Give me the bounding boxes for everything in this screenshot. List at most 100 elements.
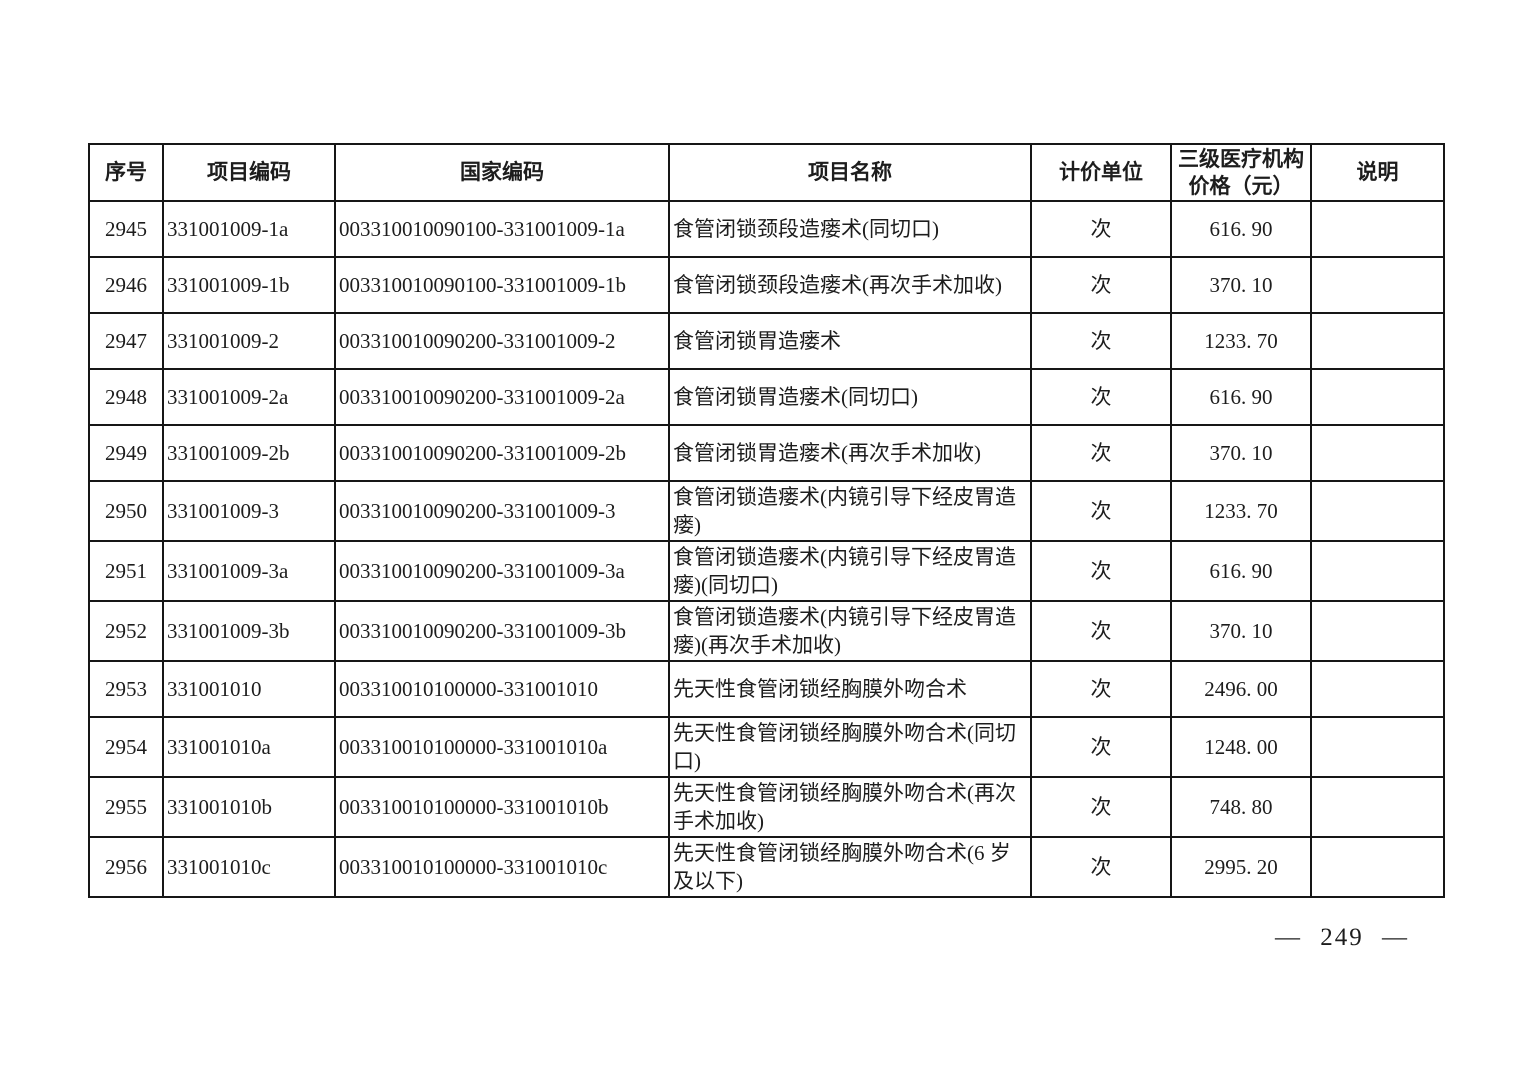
row-price: 616. 90: [1170, 200, 1312, 258]
row-item-name: 食管闭锁造瘘术(内镜引导下经皮胃造瘘): [668, 480, 1032, 542]
header-price-line1: 三级医疗机构: [1178, 147, 1304, 171]
row-unit: 次: [1030, 424, 1172, 482]
row-unit: 次: [1030, 540, 1172, 602]
row-note: [1310, 660, 1445, 718]
table-row: 2948 331001009-2a 003310010090200-331001…: [88, 368, 1445, 426]
row-note: [1310, 200, 1445, 258]
table-row: 2951 331001009-3a 003310010090200-331001…: [88, 540, 1445, 602]
row-unit: 次: [1030, 200, 1172, 258]
row-national-code: 003310010100000-331001010: [334, 660, 670, 718]
row-item-name: 食管闭锁胃造瘘术(同切口): [668, 368, 1032, 426]
row-item-name: 先天性食管闭锁经胸膜外吻合术: [668, 660, 1032, 718]
row-project-code: 331001010: [162, 660, 336, 718]
row-note: [1310, 836, 1445, 898]
row-national-code: 003310010100000-331001010b: [334, 776, 670, 838]
row-unit: 次: [1030, 660, 1172, 718]
table-header-row: 序号 项目编码 国家编码 项目名称 计价单位 三级医疗机构 价格（元） 说明: [88, 143, 1445, 202]
row-national-code: 003310010100000-331001010a: [334, 716, 670, 778]
row-national-code: 003310010090200-331001009-2b: [334, 424, 670, 482]
row-seq: 2953: [88, 660, 164, 718]
row-price: 1233. 70: [1170, 480, 1312, 542]
row-item-name: 食管闭锁造瘘术(内镜引导下经皮胃造瘘)(同切口): [668, 540, 1032, 602]
row-seq: 2951: [88, 540, 164, 602]
table-row: 2953 331001010 003310010100000-331001010…: [88, 660, 1445, 718]
row-seq: 2956: [88, 836, 164, 898]
row-national-code: 003310010090100-331001009-1b: [334, 256, 670, 314]
row-note: [1310, 424, 1445, 482]
row-note: [1310, 312, 1445, 370]
table-row: 2952 331001009-3b 003310010090200-331001…: [88, 600, 1445, 662]
row-project-code: 331001009-3a: [162, 540, 336, 602]
row-unit: 次: [1030, 776, 1172, 838]
row-national-code: 003310010090200-331001009-2a: [334, 368, 670, 426]
header-national-code: 国家编码: [334, 143, 670, 202]
header-item-name: 项目名称: [668, 143, 1032, 202]
row-note: [1310, 776, 1445, 838]
row-item-name: 先天性食管闭锁经胸膜外吻合术(6 岁及以下): [668, 836, 1032, 898]
row-item-name: 先天性食管闭锁经胸膜外吻合术(同切口): [668, 716, 1032, 778]
row-project-code: 331001009-2b: [162, 424, 336, 482]
row-price: 1233. 70: [1170, 312, 1312, 370]
row-seq: 2947: [88, 312, 164, 370]
row-unit: 次: [1030, 256, 1172, 314]
row-item-name: 食管闭锁胃造瘘术(再次手术加收): [668, 424, 1032, 482]
row-price: 748. 80: [1170, 776, 1312, 838]
row-seq: 2952: [88, 600, 164, 662]
row-note: [1310, 256, 1445, 314]
row-national-code: 003310010090200-331001009-3: [334, 480, 670, 542]
table-row: 2956 331001010c 003310010100000-33100101…: [88, 836, 1445, 898]
row-seq: 2954: [88, 716, 164, 778]
row-note: [1310, 716, 1445, 778]
page-number: — 249 —: [1275, 924, 1409, 951]
row-price: 616. 90: [1170, 368, 1312, 426]
row-unit: 次: [1030, 836, 1172, 898]
row-national-code: 003310010090200-331001009-3b: [334, 600, 670, 662]
row-seq: 2945: [88, 200, 164, 258]
row-item-name: 食管闭锁颈段造瘘术(同切口): [668, 200, 1032, 258]
row-national-code: 003310010090100-331001009-1a: [334, 200, 670, 258]
row-unit: 次: [1030, 368, 1172, 426]
header-price: 三级医疗机构 价格（元）: [1170, 143, 1312, 202]
row-project-code: 331001009-1b: [162, 256, 336, 314]
table-row: 2950 331001009-3 003310010090200-3310010…: [88, 480, 1445, 542]
header-project-code: 项目编码: [162, 143, 336, 202]
row-project-code: 331001009-3b: [162, 600, 336, 662]
header-unit: 计价单位: [1030, 143, 1172, 202]
row-project-code: 331001010a: [162, 716, 336, 778]
row-price: 616. 90: [1170, 540, 1312, 602]
row-seq: 2948: [88, 368, 164, 426]
row-note: [1310, 540, 1445, 602]
table-row: 2947 331001009-2 003310010090200-3310010…: [88, 312, 1445, 370]
row-unit: 次: [1030, 480, 1172, 542]
row-seq: 2950: [88, 480, 164, 542]
row-item-name: 食管闭锁颈段造瘘术(再次手术加收): [668, 256, 1032, 314]
header-seq: 序号: [88, 143, 164, 202]
row-project-code: 331001010b: [162, 776, 336, 838]
table-row: 2954 331001010a 003310010100000-33100101…: [88, 716, 1445, 778]
row-project-code: 331001009-2: [162, 312, 336, 370]
row-note: [1310, 480, 1445, 542]
row-unit: 次: [1030, 312, 1172, 370]
row-seq: 2946: [88, 256, 164, 314]
row-project-code: 331001010c: [162, 836, 336, 898]
table-row: 2955 331001010b 003310010100000-33100101…: [88, 776, 1445, 838]
row-national-code: 003310010090200-331001009-3a: [334, 540, 670, 602]
table-row: 2945 331001009-1a 003310010090100-331001…: [88, 200, 1445, 258]
row-price: 1248. 00: [1170, 716, 1312, 778]
header-note: 说明: [1310, 143, 1445, 202]
row-project-code: 331001009-3: [162, 480, 336, 542]
row-seq: 2949: [88, 424, 164, 482]
row-note: [1310, 368, 1445, 426]
row-seq: 2955: [88, 776, 164, 838]
table-row: 2946 331001009-1b 003310010090100-331001…: [88, 256, 1445, 314]
row-project-code: 331001009-2a: [162, 368, 336, 426]
row-price: 2995. 20: [1170, 836, 1312, 898]
table-row: 2949 331001009-2b 003310010090200-331001…: [88, 424, 1445, 482]
row-unit: 次: [1030, 716, 1172, 778]
row-item-name: 食管闭锁胃造瘘术: [668, 312, 1032, 370]
row-national-code: 003310010100000-331001010c: [334, 836, 670, 898]
row-price: 370. 10: [1170, 424, 1312, 482]
row-price: 370. 10: [1170, 600, 1312, 662]
row-unit: 次: [1030, 600, 1172, 662]
row-item-name: 食管闭锁造瘘术(内镜引导下经皮胃造瘘)(再次手术加收): [668, 600, 1032, 662]
